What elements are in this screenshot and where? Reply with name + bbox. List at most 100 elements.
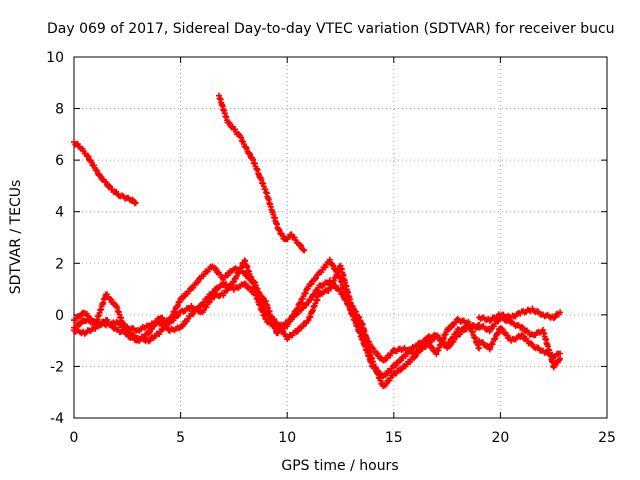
data-point bbox=[519, 332, 526, 339]
x-tick-label: 5 bbox=[176, 430, 185, 446]
data-point bbox=[487, 326, 494, 333]
data-point bbox=[288, 231, 295, 238]
x-tick-label: 20 bbox=[491, 430, 509, 446]
data-point bbox=[322, 264, 329, 271]
data-point bbox=[152, 320, 159, 327]
data-point bbox=[175, 312, 182, 319]
series-trace-b bbox=[215, 92, 308, 254]
data-point bbox=[180, 321, 187, 328]
data-point bbox=[528, 340, 535, 347]
data-point bbox=[383, 355, 390, 362]
series-trace-e bbox=[71, 262, 483, 390]
data-point bbox=[383, 380, 390, 387]
series-trace-f bbox=[476, 305, 564, 325]
y-tick-label: 6 bbox=[55, 153, 64, 169]
data-point bbox=[108, 321, 115, 328]
data-point bbox=[557, 355, 564, 362]
data-point bbox=[242, 270, 249, 277]
data-point bbox=[356, 314, 363, 321]
data-point bbox=[416, 346, 423, 353]
series-trace-h bbox=[476, 314, 564, 371]
data-point bbox=[193, 280, 200, 287]
series-trace-a bbox=[71, 139, 139, 207]
y-tick-label: 4 bbox=[55, 205, 64, 221]
data-point bbox=[304, 300, 311, 307]
data-point bbox=[397, 357, 404, 364]
x-tick-label: 0 bbox=[70, 430, 79, 446]
data-point bbox=[308, 296, 315, 303]
data-point bbox=[312, 275, 319, 282]
data-point bbox=[224, 272, 231, 279]
data-point bbox=[557, 350, 564, 357]
data-point bbox=[393, 362, 400, 369]
data-point bbox=[225, 119, 232, 126]
data-point bbox=[301, 247, 308, 254]
data-point bbox=[447, 324, 454, 331]
data-point bbox=[429, 344, 436, 351]
data-point bbox=[206, 299, 213, 306]
y-tick-label: -2 bbox=[50, 359, 64, 375]
plot-area-frame bbox=[73, 56, 608, 419]
data-point bbox=[308, 280, 315, 287]
data-point bbox=[97, 173, 104, 180]
series-trace-g bbox=[476, 325, 564, 360]
data-point bbox=[251, 278, 258, 285]
y-tick-label: 0 bbox=[55, 308, 64, 324]
data-point bbox=[350, 305, 357, 312]
data-point bbox=[289, 313, 296, 320]
data-point bbox=[226, 120, 233, 127]
y-tick-label: 2 bbox=[55, 256, 64, 272]
data-point bbox=[294, 328, 301, 335]
x-tick-label: 15 bbox=[385, 430, 403, 446]
data-point bbox=[412, 352, 419, 359]
data-point bbox=[374, 350, 381, 357]
data-point bbox=[262, 308, 269, 315]
data-point bbox=[499, 326, 506, 333]
data-point bbox=[190, 284, 197, 291]
data-point bbox=[106, 182, 113, 189]
data-point bbox=[206, 298, 213, 305]
data-point bbox=[461, 326, 468, 333]
data-marks bbox=[71, 92, 564, 390]
data-point bbox=[146, 329, 153, 336]
data-point bbox=[447, 342, 454, 349]
data-point bbox=[242, 280, 249, 287]
data-point bbox=[160, 325, 167, 332]
data-point bbox=[279, 328, 286, 335]
data-point bbox=[88, 315, 95, 322]
data-point bbox=[498, 325, 505, 332]
data-point bbox=[247, 275, 254, 282]
data-point bbox=[159, 326, 166, 333]
y-axis-label: SDTVAR / TECUs bbox=[8, 180, 24, 295]
data-point bbox=[181, 293, 188, 300]
x-tick-label: 10 bbox=[278, 430, 296, 446]
data-point bbox=[304, 318, 311, 325]
data-point bbox=[108, 296, 115, 303]
data-point bbox=[355, 313, 362, 320]
data-point bbox=[285, 321, 292, 328]
data-point bbox=[330, 262, 337, 269]
y-tick-label: 10 bbox=[46, 50, 64, 66]
data-point bbox=[428, 343, 435, 350]
x-axis-label: GPS time / hours bbox=[281, 458, 398, 474]
data-point bbox=[299, 323, 306, 330]
data-point bbox=[412, 353, 419, 360]
y-axis-ticks: -4 -2 0 2 4 6 8 10 bbox=[46, 50, 607, 427]
data-point bbox=[132, 199, 139, 206]
data-point bbox=[557, 309, 564, 316]
data-point bbox=[551, 362, 558, 369]
data-point bbox=[446, 325, 453, 332]
data-point bbox=[276, 322, 283, 329]
y-tick-label: 8 bbox=[55, 102, 64, 118]
x-axis-ticks: 0 5 10 15 20 25 bbox=[70, 57, 616, 446]
data-point bbox=[194, 279, 201, 286]
data-point bbox=[326, 256, 333, 263]
chart-title: Day 069 of 2017, Sidereal Day-to-day VTE… bbox=[47, 21, 615, 37]
data-point bbox=[212, 265, 219, 272]
data-point bbox=[287, 317, 294, 324]
data-point bbox=[353, 308, 360, 315]
data-point bbox=[298, 242, 305, 249]
data-point bbox=[294, 306, 301, 313]
data-point bbox=[503, 332, 510, 339]
